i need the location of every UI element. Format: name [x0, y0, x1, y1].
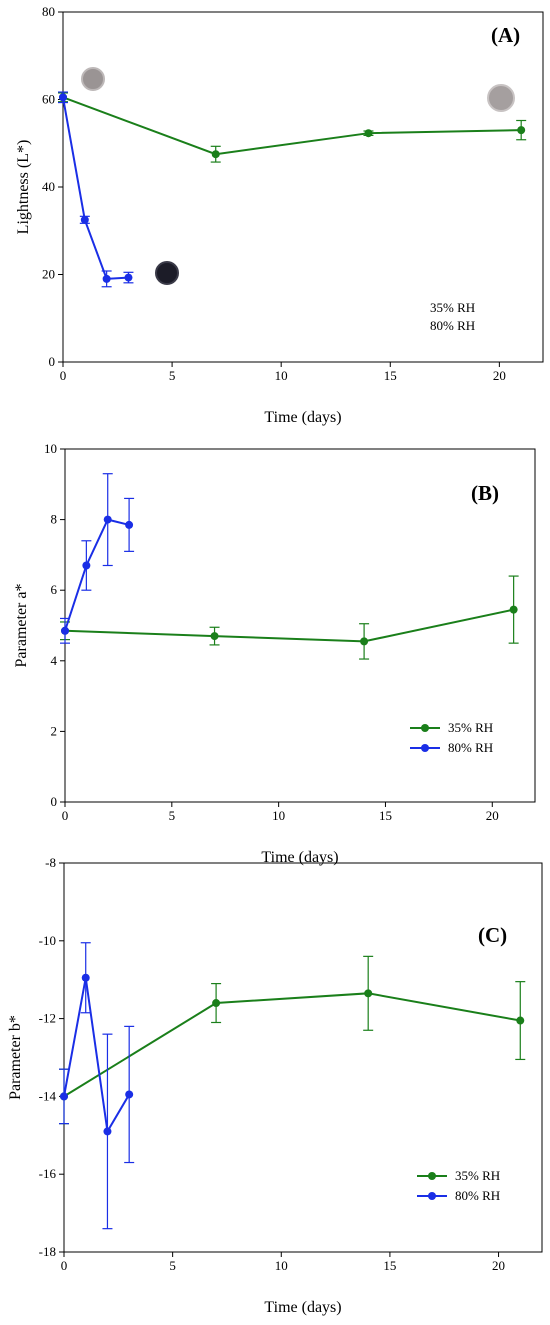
data-point: [211, 150, 220, 159]
chart-panel-b: 0 5 10 15 20 0 2 4 6 8 10 Time (days) Parameter a* (B…: [13, 441, 536, 866]
y-tick-label: 6: [51, 582, 58, 597]
series-blue: [59, 942, 135, 1230]
series-blue: [60, 473, 135, 644]
y-tick-label: 10: [44, 441, 57, 456]
chart-panel-c: 0 5 10 15 20 -18 -16 -14 -12 -10 -8 Time (days) Para…: [7, 855, 543, 1316]
panel-label: (C): [478, 923, 507, 947]
data-point: [509, 605, 518, 614]
legend-label: 35% RH: [430, 300, 475, 315]
series-green: [60, 575, 519, 660]
data-point: [60, 1092, 68, 1101]
y-axis-title: Parameter a*: [13, 584, 30, 668]
x-tick-label: 0: [62, 808, 69, 823]
panel-label: (B): [471, 481, 499, 505]
y-tick-label: 0: [49, 354, 56, 369]
series-line: [62, 97, 129, 280]
legend-marker: [428, 1192, 436, 1200]
legend: 35% RH 80% RH: [417, 1168, 500, 1203]
y-tick-label: -18: [39, 1244, 56, 1259]
legend: 35% RH 80% RH: [430, 300, 475, 333]
series-line: [64, 608, 514, 643]
y-tick-label: 8: [51, 512, 58, 527]
data-point: [103, 1127, 112, 1136]
x-tick-label: 5: [169, 808, 176, 823]
series-line: [63, 992, 521, 1098]
legend-label: 35% RH: [455, 1168, 500, 1183]
plot-frame: [63, 862, 543, 1253]
x-tick-label: 20: [486, 808, 499, 823]
data-point: [364, 989, 373, 998]
x-tick-label: 10: [275, 1258, 288, 1273]
x-tick-label: 10: [272, 808, 285, 823]
data-point: [124, 273, 133, 282]
y-tick-label: 80: [42, 4, 55, 19]
x-tick-label: 0: [61, 1258, 68, 1273]
data-point: [364, 129, 373, 138]
x-tick-label: 20: [493, 368, 506, 383]
legend-marker: [421, 744, 429, 752]
series-blue: [58, 91, 134, 288]
data-point: [103, 515, 112, 524]
x-tick-label: 5: [169, 368, 176, 383]
data-point: [360, 637, 369, 646]
y-tick-label: 2: [51, 723, 58, 738]
legend-label: 35% RH: [448, 720, 493, 735]
data-point: [61, 626, 69, 635]
y-tick-label: -16: [39, 1166, 57, 1181]
x-tick-label: 0: [60, 368, 67, 383]
y-tick-label: 40: [42, 179, 55, 194]
x-tick-label: 10: [275, 368, 288, 383]
x-tick-label: 15: [384, 368, 397, 383]
legend-marker: [421, 724, 429, 732]
y-tick-label: -14: [39, 1088, 57, 1103]
data-point: [125, 520, 134, 529]
legend-label: 80% RH: [448, 740, 493, 755]
series-line: [62, 96, 522, 156]
y-tick-label: 20: [42, 267, 55, 282]
data-point: [210, 632, 219, 641]
y-axis-title: Parameter b*: [7, 1015, 24, 1100]
x-axis-title: Time (days): [261, 849, 338, 866]
data-point: [102, 274, 111, 283]
y-tick-label: -12: [39, 1011, 56, 1026]
x-tick-label: 20: [492, 1258, 505, 1273]
data-point: [212, 999, 221, 1008]
y-tick-label: -8: [45, 855, 56, 870]
panel-label: (A): [491, 23, 520, 47]
legend-marker: [428, 1172, 436, 1180]
y-tick-label: 60: [42, 92, 55, 107]
chart-panel-a: 0 5 10 15 20 0 20 40 60 80 Time (days) Lightness (L…: [15, 4, 544, 426]
y-tick-label: -10: [39, 933, 56, 948]
sample-photo: [487, 84, 515, 112]
x-axis-title: Time (days): [264, 1299, 341, 1316]
data-point: [81, 973, 90, 982]
data-point: [59, 93, 67, 102]
legend: 35% RH 80% RH: [410, 720, 493, 755]
legend-label: 80% RH: [430, 318, 475, 333]
series-line: [64, 518, 130, 632]
x-axis-title: Time (days): [264, 409, 341, 426]
y-axis-title: Lightness (L*): [15, 140, 32, 235]
sample-photo: [81, 67, 105, 91]
data-point: [80, 215, 89, 224]
series-green: [58, 92, 527, 163]
legend-label: 80% RH: [455, 1188, 500, 1203]
y-tick-label: 0: [51, 794, 58, 809]
x-tick-label: 15: [383, 1258, 396, 1273]
data-point: [516, 1016, 525, 1025]
x-tick-label: 15: [379, 808, 392, 823]
data-point: [82, 561, 91, 570]
x-tick-label: 5: [169, 1258, 176, 1273]
sample-photo: [155, 261, 179, 285]
y-tick-label: 4: [51, 653, 58, 668]
data-point: [125, 1090, 134, 1099]
data-point: [517, 126, 526, 135]
series-line: [63, 977, 131, 1135]
